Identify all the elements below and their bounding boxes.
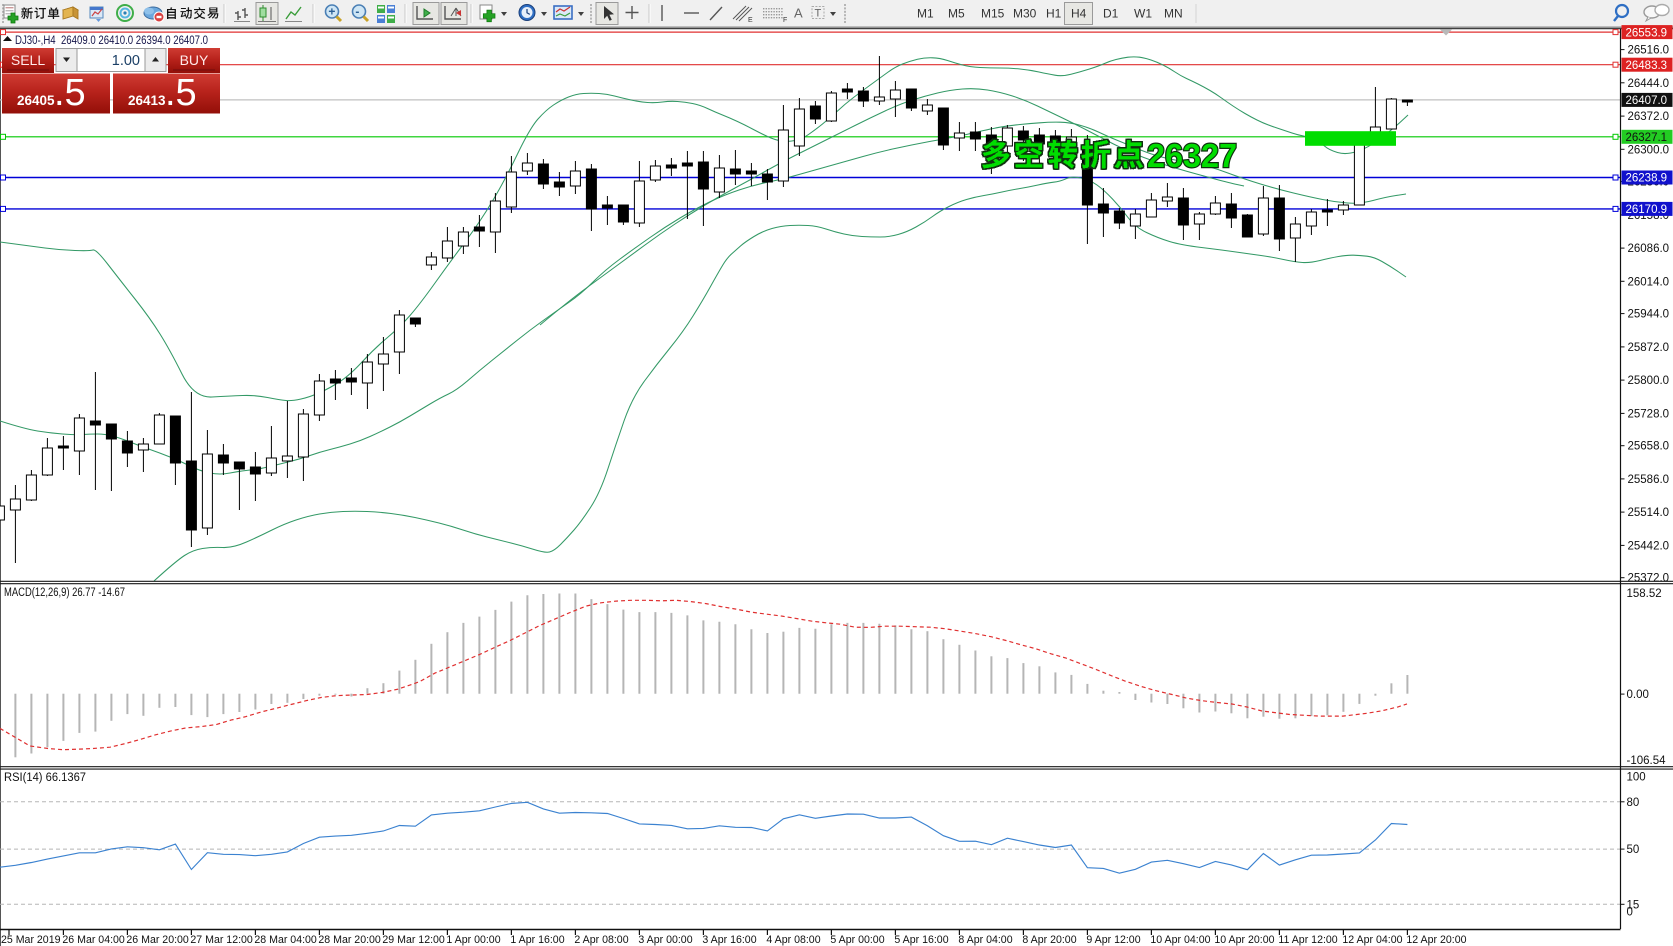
svg-text:26014.0: 26014.0 [1628,276,1670,288]
svg-text:25 Mar 2019: 25 Mar 2019 [1,934,61,946]
svg-text:M1: M1 [917,7,934,21]
svg-text:15: 15 [1627,899,1640,911]
svg-text:SELL: SELL [11,52,45,68]
svg-text:A: A [794,6,803,21]
svg-text:26238.9: 26238.9 [1626,173,1668,185]
svg-text:26 Mar 20:00: 26 Mar 20:00 [126,934,189,946]
svg-text:3 Apr 00:00: 3 Apr 00:00 [638,934,692,946]
svg-text:26372.0: 26372.0 [1628,111,1670,123]
svg-text:1.00: 1.00 [112,53,140,69]
svg-text:26444.0: 26444.0 [1628,78,1670,90]
svg-text:H4: H4 [1071,7,1087,21]
svg-text:26086.0: 26086.0 [1628,243,1670,255]
svg-text:1 Apr 16:00: 1 Apr 16:00 [510,934,564,946]
svg-text:28 Mar 20:00: 28 Mar 20:00 [318,934,381,946]
svg-text:8 Apr 20:00: 8 Apr 20:00 [1022,934,1076,946]
svg-text:E: E [748,17,753,24]
svg-text:+: + [328,5,335,19]
svg-text:29 Mar 12:00: 29 Mar 12:00 [382,934,445,946]
svg-text:0: 0 [1627,907,1633,919]
svg-text:26483.3: 26483.3 [1626,60,1668,72]
svg-text:5 Apr 16:00: 5 Apr 16:00 [894,934,948,946]
svg-text:8 Apr 04:00: 8 Apr 04:00 [958,934,1012,946]
svg-text:158.52: 158.52 [1627,588,1662,600]
svg-text:BUY: BUY [180,52,209,68]
svg-text:25514.0: 25514.0 [1628,507,1670,519]
svg-text:25586.0: 25586.0 [1628,474,1670,486]
svg-text:28 Mar 04:00: 28 Mar 04:00 [254,934,317,946]
svg-text:25944.0: 25944.0 [1628,309,1670,321]
svg-text:2 Apr 08:00: 2 Apr 08:00 [574,934,628,946]
svg-text:4 Apr 08:00: 4 Apr 08:00 [766,934,820,946]
svg-text:.5: .5 [165,72,197,114]
svg-text:1 Apr 00:00: 1 Apr 00:00 [446,934,500,946]
svg-text:12 Apr 20:00: 12 Apr 20:00 [1406,934,1466,946]
svg-text:25658.0: 25658.0 [1628,441,1670,453]
svg-text:26170.9: 26170.9 [1626,204,1668,216]
svg-text:M30: M30 [1013,7,1037,21]
svg-text:MACD(12,26,9) 26.77 -14.67: MACD(12,26,9) 26.77 -14.67 [4,587,125,599]
svg-text:26327.1: 26327.1 [1626,132,1668,144]
svg-text:26300.0: 26300.0 [1628,144,1670,156]
svg-text:12 Apr 04:00: 12 Apr 04:00 [1342,934,1402,946]
svg-text:H1: H1 [1046,7,1062,21]
svg-text:M5: M5 [948,7,965,21]
svg-text:25800.0: 25800.0 [1628,375,1670,387]
svg-text:50: 50 [1627,844,1640,856]
svg-text:25728.0: 25728.0 [1628,408,1670,420]
svg-text:100: 100 [1627,772,1646,784]
svg-text:F: F [783,17,787,24]
svg-text:80: 80 [1627,797,1640,809]
svg-text:3 Apr 16:00: 3 Apr 16:00 [702,934,756,946]
svg-text:26516.0: 26516.0 [1628,45,1670,57]
svg-text:27 Mar 12:00: 27 Mar 12:00 [190,934,253,946]
svg-text:25442.0: 25442.0 [1628,540,1670,552]
svg-text:RSI(14) 66.1367: RSI(14) 66.1367 [4,772,86,784]
svg-text:DJ30-,H4 26409.0 26410.0 2639: DJ30-,H4 26409.0 26410.0 26394.0 26407.0 [15,35,208,47]
svg-text:W1: W1 [1134,7,1152,21]
svg-text:26327: 26327 [1147,137,1237,174]
svg-text:11 Apr 12:00: 11 Apr 12:00 [1278,934,1337,946]
svg-text:10 Apr 20:00: 10 Apr 20:00 [1214,934,1274,946]
svg-text:M15: M15 [981,7,1005,21]
svg-text:26405: 26405 [17,93,55,108]
svg-text:25872.0: 25872.0 [1628,342,1670,354]
svg-text:.5: .5 [54,72,86,114]
svg-text:26553.9: 26553.9 [1626,27,1668,39]
svg-text:-: - [355,5,359,19]
svg-text:9 Apr 12:00: 9 Apr 12:00 [1086,934,1140,946]
svg-text:D1: D1 [1103,7,1119,21]
svg-text:10 Apr 04:00: 10 Apr 04:00 [1150,934,1210,946]
svg-text:25372.0: 25372.0 [1628,573,1670,585]
svg-text:26413: 26413 [128,93,166,108]
svg-text:T: T [815,8,822,20]
svg-text:26 Mar 04:00: 26 Mar 04:00 [62,934,125,946]
svg-text:0.00: 0.00 [1627,689,1649,701]
svg-text:-106.54: -106.54 [1627,755,1667,767]
svg-text:26407.0: 26407.0 [1626,95,1668,107]
svg-text:5 Apr 00:00: 5 Apr 00:00 [830,934,884,946]
svg-text:MN: MN [1164,7,1183,21]
